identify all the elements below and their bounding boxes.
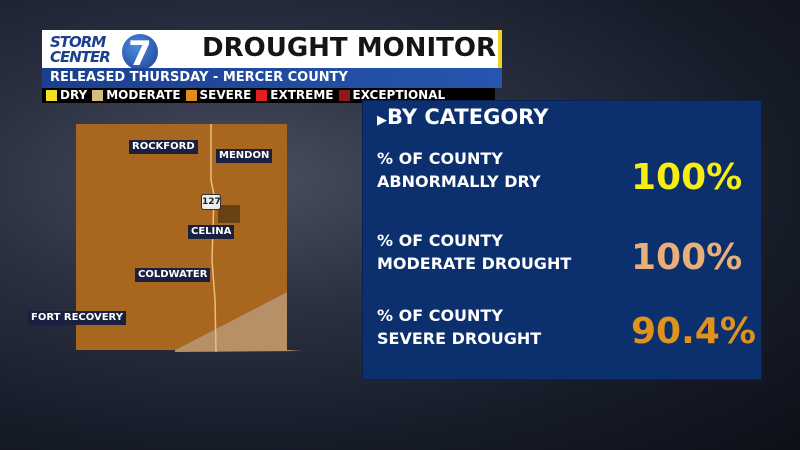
- logo-seven: 7: [120, 32, 160, 74]
- severe-drought-area: [76, 124, 287, 350]
- legend-item-extreme: EXTREME: [256, 88, 334, 103]
- title-bar: STORM CENTER 7 DROUGHT MONITOR: [42, 30, 502, 74]
- city-label-mendon: MENDON: [216, 149, 273, 163]
- legend-item-dry: DRY: [46, 88, 87, 103]
- moderate-drought-area: [175, 292, 302, 352]
- row-severe-drought: % OF COUNTY SEVERE DROUGHT: [377, 306, 542, 348]
- row-abnormally-dry: % OF COUNTY ABNORMALLY DRY: [377, 149, 541, 191]
- triangle-right-icon: ▶: [377, 113, 387, 128]
- city-label-fort-recovery: FORT RECOVERY: [28, 311, 126, 325]
- legend-item-moderate: MODERATE: [92, 88, 181, 103]
- panel-title: ▶BY CATEGORY: [377, 105, 549, 129]
- value-severe-drought: 90.4%: [631, 311, 756, 352]
- route-127-shield-icon: 127: [201, 194, 221, 210]
- value-abnormally-dry: 100%: [631, 157, 743, 198]
- city-label-celina: CELINA: [188, 225, 235, 239]
- logo-center: CENTER: [50, 48, 111, 66]
- grand-lake-area: [218, 205, 240, 223]
- category-panel: ▶BY CATEGORY % OF COUNTY ABNORMALLY DRY 1…: [362, 100, 762, 380]
- page-title: DROUGHT MONITOR: [202, 33, 496, 63]
- row-moderate-drought: % OF COUNTY MODERATE DROUGHT: [377, 231, 572, 273]
- city-label-coldwater: COLDWATER: [135, 268, 211, 282]
- legend: DRY MODERATE SEVERE EXTREME EXCEPTIONAL: [42, 88, 495, 103]
- storm-center-7-logo: STORM CENTER 7: [46, 32, 166, 74]
- logo-storm: STORM: [50, 33, 106, 51]
- legend-item-exceptional: EXCEPTIONAL: [338, 88, 445, 103]
- legend-item-severe: SEVERE: [185, 88, 251, 103]
- value-moderate-drought: 100%: [631, 237, 743, 278]
- city-label-rockford: ROCKFORD: [129, 140, 198, 154]
- subtitle: RELEASED THURSDAY - MERCER COUNTY: [42, 68, 502, 88]
